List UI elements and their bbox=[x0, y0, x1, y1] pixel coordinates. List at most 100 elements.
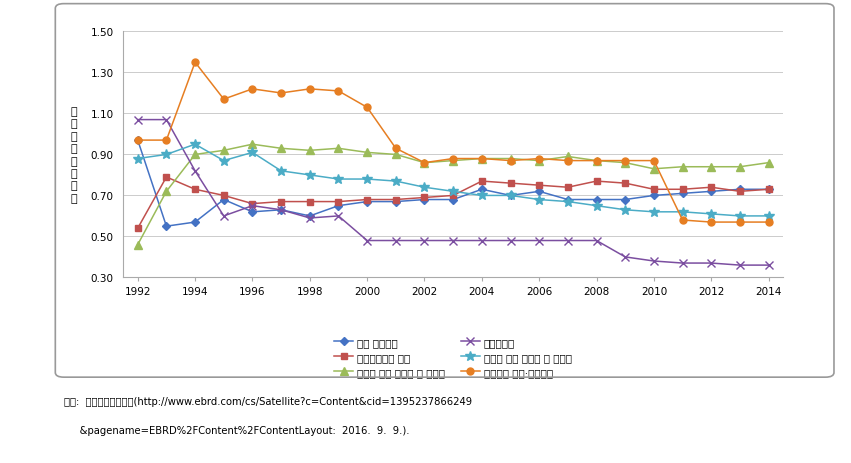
기업경영구조 개편 bbox=[334, 200, 344, 205]
선진화된 무역·외환정책 bbox=[534, 156, 545, 162]
경쟁 촉진정책 bbox=[763, 187, 774, 193]
소규모 기업 민영화 및 사유화 bbox=[477, 193, 487, 199]
소규모 기업 민영화 및 사유화 bbox=[248, 150, 258, 156]
가격자유화 bbox=[591, 238, 602, 244]
경쟁 촉진정책 bbox=[305, 213, 315, 219]
기업경영구조 개편 bbox=[563, 185, 573, 191]
소규모 기업 민영화 및 사유화 bbox=[305, 173, 315, 178]
경쟁 촉진정책 bbox=[677, 191, 688, 197]
Legend: 경쟁 촉진정책, 기업경영구조 개편, 대규모 기업 민영화 및 사유화, 가격자유화, 소규모 기업 민영화 및 사유화, 선진화된 무역·외환정책: 경쟁 촉진정책, 기업경영구조 개편, 대규모 기업 민영화 및 사유화, 가격… bbox=[334, 337, 572, 377]
소규모 기업 민영화 및 사유화 bbox=[448, 189, 459, 194]
기업경영구조 개편 bbox=[248, 201, 258, 207]
기업경영구조 개편 bbox=[276, 200, 286, 205]
경쟁 촉진정책 bbox=[620, 197, 631, 203]
기업경영구조 개편 bbox=[162, 175, 172, 181]
선진화된 무역·외환정책 bbox=[334, 89, 344, 94]
선진화된 무역·외환정책 bbox=[763, 220, 774, 225]
대규모 기업 민영화 및 사유화 bbox=[620, 161, 631, 166]
대규모 기업 민영화 및 사유화 bbox=[534, 158, 545, 164]
대규모 기업 민영화 및 사유화 bbox=[420, 161, 430, 166]
가격자유화 bbox=[190, 169, 200, 174]
기업경영구조 개편 bbox=[448, 193, 459, 199]
기업경영구조 개편 bbox=[591, 179, 602, 184]
가격자유화 bbox=[305, 216, 315, 221]
경쟁 촉진정책 bbox=[734, 187, 745, 193]
가격자유화 bbox=[734, 263, 745, 268]
Text: 자료:  유럽부흥개발은행(http://www.ebrd.com/cs/Satellite?c=Content&cid=1395237866249: 자료: 유럽부흥개발은행(http://www.ebrd.com/cs/Sate… bbox=[64, 396, 472, 406]
기업경영구조 개편 bbox=[190, 187, 200, 193]
소규모 기업 민영화 및 사유화 bbox=[362, 177, 372, 182]
가격자유화 bbox=[620, 255, 631, 260]
경쟁 촉진정책 bbox=[162, 224, 172, 230]
소규모 기업 민영화 및 사유화 bbox=[620, 207, 631, 213]
Line: 대규모 기업 민영화 및 사유화: 대규모 기업 민영화 및 사유화 bbox=[134, 141, 773, 249]
소규모 기업 민영화 및 사유화 bbox=[591, 203, 602, 209]
경쟁 촉진정책 bbox=[563, 197, 573, 203]
소규모 기업 민영화 및 사유화 bbox=[706, 212, 717, 217]
선진화된 무역·외환정책 bbox=[477, 156, 487, 162]
기업경영구조 개편 bbox=[391, 197, 401, 203]
선진화된 무역·외환정책 bbox=[391, 146, 401, 152]
Line: 가격자유화: 가격자유화 bbox=[134, 116, 773, 269]
가격자유화 bbox=[648, 259, 659, 264]
선진화된 무역·외환정책 bbox=[563, 158, 573, 164]
대규모 기업 민영화 및 사유화 bbox=[505, 156, 516, 162]
경쟁 촉진정책 bbox=[219, 197, 229, 203]
경쟁 촉진정책 bbox=[706, 189, 717, 194]
가격자유화 bbox=[477, 238, 487, 244]
대규모 기업 민영화 및 사유화 bbox=[133, 242, 143, 248]
기업경영구조 개편 bbox=[677, 187, 688, 193]
가격자유화 bbox=[505, 238, 516, 244]
경쟁 촉진정책 bbox=[334, 203, 344, 209]
대규모 기업 민영화 및 사유화 bbox=[477, 156, 487, 162]
소규모 기업 민영화 및 사유화 bbox=[276, 169, 286, 174]
소규모 기업 민영화 및 사유화 bbox=[534, 197, 545, 203]
대규모 기업 민영화 및 사유화 bbox=[219, 148, 229, 154]
가격자유화 bbox=[706, 261, 717, 266]
경쟁 촉진정책 bbox=[420, 197, 430, 203]
기업경영구조 개편 bbox=[219, 193, 229, 199]
경쟁 촉진정책 bbox=[591, 197, 602, 203]
선진화된 무역·외환정책 bbox=[706, 220, 717, 225]
대규모 기업 민영화 및 사유화 bbox=[248, 142, 258, 148]
Text: &pagename=EBRD%2FContent%2FContentLayout:  2016.  9.  9.).: &pagename=EBRD%2FContent%2FContentLayout… bbox=[64, 425, 409, 435]
대규모 기업 민영화 및 사유화 bbox=[648, 167, 659, 172]
가격자유화 bbox=[391, 238, 401, 244]
대규모 기업 민영화 및 사유화 bbox=[763, 161, 774, 166]
가격자유화 bbox=[534, 238, 545, 244]
선진화된 무역·외환정책 bbox=[448, 156, 459, 162]
선진화된 무역·외환정책 bbox=[620, 158, 631, 164]
대규모 기업 민영화 및 사유화 bbox=[391, 152, 401, 158]
선진화된 무역·외환정책 bbox=[591, 158, 602, 164]
경쟁 촉진정책 bbox=[133, 138, 143, 144]
기업경영구조 개편 bbox=[648, 187, 659, 193]
기업경영구조 개편 bbox=[620, 181, 631, 187]
선진화된 무역·외환정책 bbox=[648, 158, 659, 164]
Text: 각
지
수
별
표
준
편
차: 각 지 수 별 표 준 편 차 bbox=[71, 107, 77, 203]
선진화된 무역·외환정책 bbox=[133, 138, 143, 144]
가격자유화 bbox=[133, 118, 143, 123]
경쟁 촉진정책 bbox=[362, 200, 372, 205]
선진화된 무역·외환정책 bbox=[162, 138, 172, 144]
Line: 기업경영구조 개편: 기업경영구조 개편 bbox=[134, 174, 772, 232]
기업경영구조 개편 bbox=[305, 200, 315, 205]
선진화된 무역·외환정책 bbox=[276, 91, 286, 96]
대규모 기업 민영화 및 사유화 bbox=[591, 158, 602, 164]
대규모 기업 민영화 및 사유화 bbox=[706, 164, 717, 170]
경쟁 촉진정책 bbox=[248, 210, 258, 215]
가격자유화 bbox=[334, 213, 344, 219]
대규모 기업 민영화 및 사유화 bbox=[563, 154, 573, 160]
경쟁 촉진정책 bbox=[391, 200, 401, 205]
소규모 기업 민영화 및 사유화 bbox=[677, 210, 688, 215]
대규모 기업 민영화 및 사유화 bbox=[677, 164, 688, 170]
선진화된 무역·외환정책 bbox=[190, 60, 200, 66]
가격자유화 bbox=[563, 238, 573, 244]
대규모 기업 민영화 및 사유화 bbox=[190, 152, 200, 158]
선진화된 무역·외환정책 bbox=[505, 158, 516, 164]
Line: 소규모 기업 민영화 및 사유화: 소규모 기업 민영화 및 사유화 bbox=[133, 140, 774, 221]
경쟁 촉진정책 bbox=[448, 197, 459, 203]
기업경영구조 개편 bbox=[734, 189, 745, 194]
기업경영구조 개편 bbox=[706, 185, 717, 191]
소규모 기업 민영화 및 사유화 bbox=[162, 152, 172, 158]
기업경영구조 개편 bbox=[534, 183, 545, 188]
